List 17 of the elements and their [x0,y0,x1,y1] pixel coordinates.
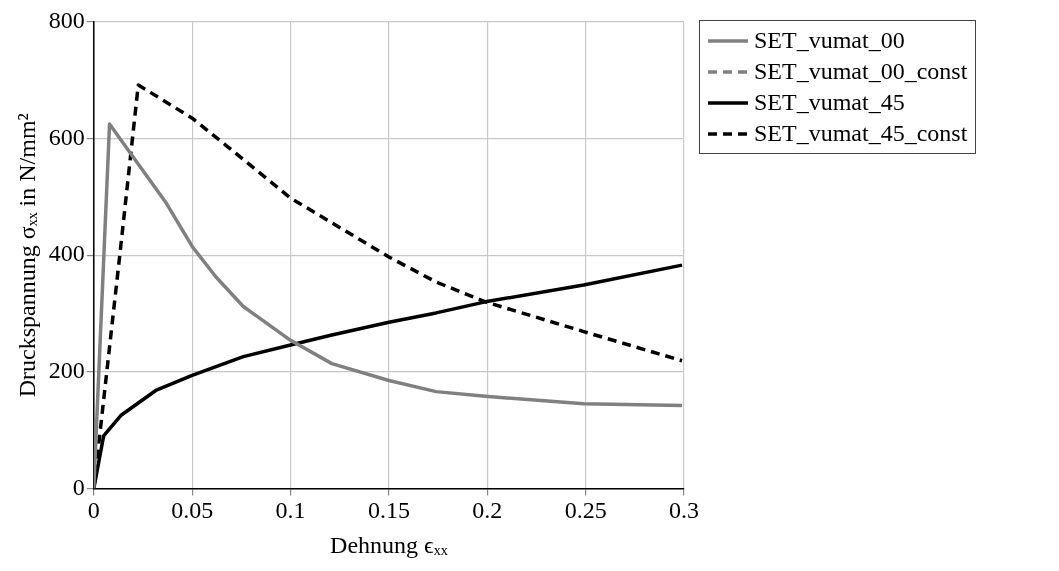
x-tick-label: 0.25 [564,497,607,524]
x-tick-label: 0.2 [472,497,503,524]
legend-label: SET_vumat_45 [754,88,905,117]
y-tick-label: 200 [48,357,85,384]
y-tick-label: 0 [72,473,85,500]
y-tick-label: 600 [48,123,85,150]
legend-label: SET_vumat_00 [754,26,905,55]
y-tick-label: 800 [48,7,85,34]
x-tick-label: 0.3 [669,497,699,524]
x-tick-label: 0.15 [367,497,410,524]
legend-label: SET_vumat_45_const [754,119,968,148]
y-tick-label: 400 [48,240,85,267]
legend-label: SET_vumat_00_const [754,57,968,86]
y-axis-title: Druckspannung σₓₓ in N/mm² [13,113,40,398]
x-tick-label: 0.05 [171,497,214,524]
x-axis-title: Dehnung ϵₓₓ [330,531,448,558]
x-tick-label: 0.1 [275,497,306,524]
